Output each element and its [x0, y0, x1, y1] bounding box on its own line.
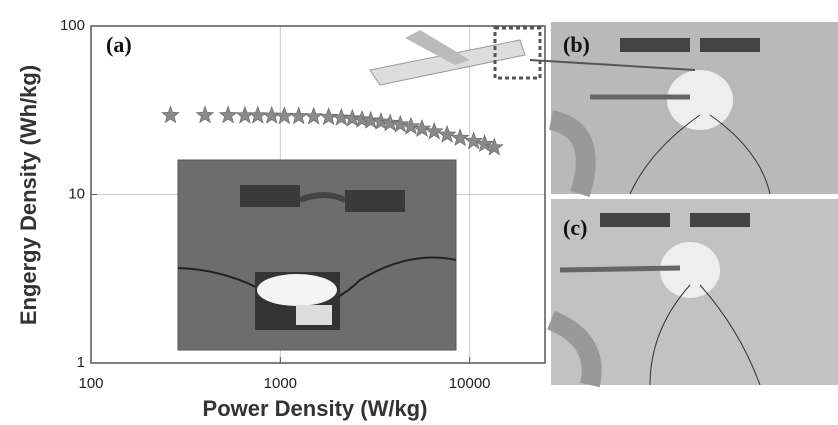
data-point: [218, 105, 238, 124]
y-tick-label: 1: [77, 354, 85, 371]
x-tick-label: 10000: [449, 375, 491, 392]
inset-photo: [177, 159, 457, 351]
data-point: [342, 108, 362, 127]
data-point: [464, 131, 484, 150]
data-point: [390, 114, 410, 133]
data-point: [289, 106, 309, 125]
data-point: [195, 105, 215, 124]
panel-label: (a): [106, 32, 132, 57]
data-point: [412, 119, 432, 137]
data-point: [304, 106, 323, 125]
data-point: [401, 116, 421, 135]
data-point: [424, 121, 444, 140]
photo-c: [546, 199, 838, 388]
data-point: [475, 134, 495, 153]
data-point: [248, 105, 268, 124]
x-tick-label: 100: [78, 375, 103, 392]
y-tick-label: 100: [60, 17, 85, 34]
y-axis-label: Engergy Density (Wh/kg): [16, 65, 41, 325]
data-point: [235, 105, 255, 124]
data-point: [450, 128, 470, 147]
data-point: [380, 113, 400, 132]
photo-b: [529, 22, 838, 197]
data-point: [361, 110, 381, 129]
data-point: [275, 106, 294, 125]
y-tick-label: 10: [68, 185, 85, 202]
data-point: [161, 105, 180, 124]
data-point: [371, 111, 391, 130]
x-axis-label: Power Density (W/kg): [203, 396, 428, 421]
data-point: [484, 137, 504, 156]
x-tick-label: 1000: [264, 375, 297, 392]
panel-label: (b): [563, 32, 590, 57]
data-point: [319, 107, 338, 126]
airplane-photo: [369, 26, 542, 86]
data-point: [437, 124, 457, 143]
data-point: [331, 108, 351, 126]
panel-label: (c): [563, 215, 587, 240]
